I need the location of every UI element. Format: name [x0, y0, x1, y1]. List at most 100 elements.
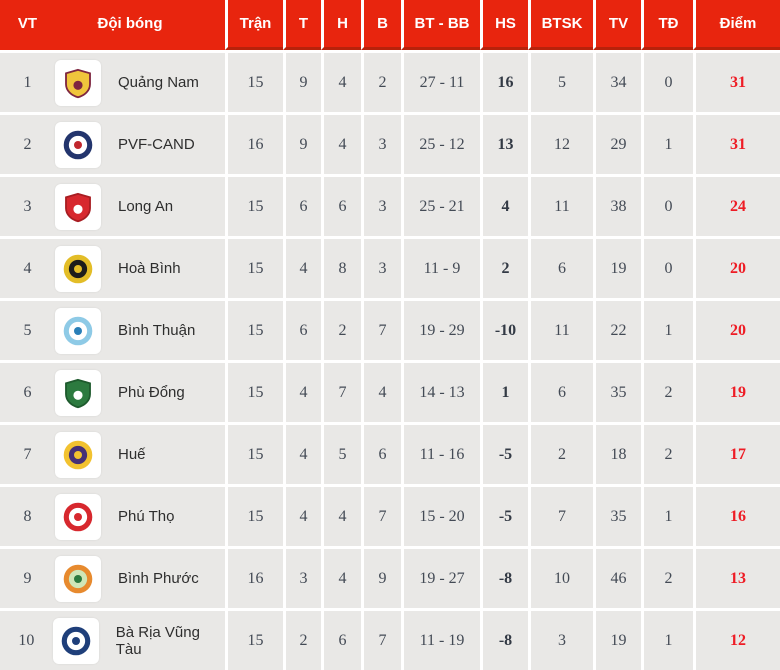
wins: 9	[283, 53, 321, 112]
wins: 9	[283, 115, 321, 174]
team-cell: 2 PVF-CAND	[0, 115, 225, 174]
td-value: 2	[641, 425, 693, 484]
team-row[interactable]: 1 Quảng Nam 15 9 4 2 27 - 11 16 5 34 0 3…	[0, 53, 780, 112]
btsk-value: 7	[528, 487, 593, 546]
rank-number: 10	[18, 631, 35, 649]
points: 31	[693, 115, 780, 174]
td-value: 1	[641, 611, 693, 670]
goals-for-against: 15 - 20	[401, 487, 480, 546]
team-row[interactable]: 10 Bà Rịa Vũng Tàu 15 2 6 7 11 - 19 -8 3…	[0, 611, 780, 670]
tv-value: 35	[593, 363, 641, 422]
team-name: Phú Thọ	[118, 508, 175, 525]
header-tv: TV	[593, 0, 641, 50]
btsk-value: 6	[528, 363, 593, 422]
points: 13	[693, 549, 780, 608]
team-row[interactable]: 2 PVF-CAND 16 9 4 3 25 - 12 13 12 29 1 3…	[0, 115, 780, 174]
rank-number: 6	[23, 383, 32, 401]
team-row[interactable]: 3 Long An 15 6 6 3 25 - 21 4 11 38 0 24	[0, 177, 780, 236]
goals-for-against: 27 - 11	[401, 53, 480, 112]
goals-for-against: 25 - 21	[401, 177, 480, 236]
team-row[interactable]: 4 Hoà Bình 15 4 8 3 11 - 9 2 6 19 0 20	[0, 239, 780, 298]
draws: 5	[321, 425, 361, 484]
matches-played: 15	[225, 611, 283, 670]
matches-played: 15	[225, 425, 283, 484]
draws: 7	[321, 363, 361, 422]
tv-value: 35	[593, 487, 641, 546]
td-value: 0	[641, 53, 693, 112]
rank-number: 7	[23, 445, 32, 463]
matches-played: 15	[225, 363, 283, 422]
points: 31	[693, 53, 780, 112]
draws: 4	[321, 549, 361, 608]
team-row[interactable]: 5 Bình Thuận 15 6 2 7 19 - 29 -10 11 22 …	[0, 301, 780, 360]
wins: 3	[283, 549, 321, 608]
matches-played: 15	[225, 239, 283, 298]
draws: 6	[321, 611, 361, 670]
goals-for-against: 14 - 13	[401, 363, 480, 422]
header-t: T	[283, 0, 321, 50]
wins: 4	[283, 487, 321, 546]
matches-played: 15	[225, 487, 283, 546]
tv-value: 38	[593, 177, 641, 236]
header-h: H	[321, 0, 361, 50]
team-name: Long An	[118, 198, 174, 215]
team-logo-icon	[55, 493, 101, 540]
header-td: TĐ	[641, 0, 693, 50]
goal-difference: -8	[480, 549, 528, 608]
rank-number: 1	[23, 73, 32, 91]
points: 19	[693, 363, 780, 422]
td-value: 0	[641, 239, 693, 298]
goal-difference: 16	[480, 53, 528, 112]
team-name: Bình Phước	[118, 570, 199, 587]
wins: 6	[283, 177, 321, 236]
losses: 6	[361, 425, 401, 484]
losses: 7	[361, 611, 401, 670]
losses: 3	[361, 115, 401, 174]
btsk-value: 6	[528, 239, 593, 298]
losses: 7	[361, 487, 401, 546]
team-logo-icon	[55, 307, 101, 354]
goals-for-against: 11 - 16	[401, 425, 480, 484]
team-row[interactable]: 7 Huế 15 4 5 6 11 - 16 -5 2 18 2 17	[0, 425, 780, 484]
losses: 2	[361, 53, 401, 112]
matches-played: 15	[225, 53, 283, 112]
rank-number: 8	[23, 507, 32, 525]
team-row[interactable]: 9 Bình Phước 16 3 4 9 19 - 27 -8 10 46 2…	[0, 549, 780, 608]
rank-number: 2	[23, 135, 32, 153]
team-name: PVF-CAND	[118, 136, 195, 153]
btsk-value: 3	[528, 611, 593, 670]
matches-played: 16	[225, 549, 283, 608]
tv-value: 19	[593, 611, 641, 670]
team-name: Bình Thuận	[118, 322, 196, 339]
goal-difference: 4	[480, 177, 528, 236]
matches-played: 16	[225, 115, 283, 174]
goal-difference: 2	[480, 239, 528, 298]
team-logo-icon	[52, 617, 99, 664]
td-value: 1	[641, 487, 693, 546]
wins: 2	[283, 611, 321, 670]
draws: 4	[321, 115, 361, 174]
goals-for-against: 11 - 19	[401, 611, 480, 670]
goal-difference: 1	[480, 363, 528, 422]
goal-difference: -5	[480, 487, 528, 546]
tv-value: 19	[593, 239, 641, 298]
td-value: 0	[641, 177, 693, 236]
goal-difference: -8	[480, 611, 528, 670]
goal-difference: -5	[480, 425, 528, 484]
td-value: 2	[641, 549, 693, 608]
team-cell: 4 Hoà Bình	[0, 239, 225, 298]
team-name: Quảng Nam	[118, 74, 199, 91]
header-diem: Điểm	[693, 0, 780, 50]
draws: 6	[321, 177, 361, 236]
tv-value: 46	[593, 549, 641, 608]
losses: 3	[361, 177, 401, 236]
td-value: 1	[641, 301, 693, 360]
table-body: 1 Quảng Nam 15 9 4 2 27 - 11 16 5 34 0 3…	[0, 53, 780, 670]
team-logo-icon	[55, 369, 101, 416]
team-row[interactable]: 8 Phú Thọ 15 4 4 7 15 - 20 -5 7 35 1 16	[0, 487, 780, 546]
wins: 4	[283, 239, 321, 298]
losses: 3	[361, 239, 401, 298]
team-row[interactable]: 6 Phù Đổng 15 4 7 4 14 - 13 1 6 35 2 19	[0, 363, 780, 422]
rank-number: 4	[23, 259, 32, 277]
